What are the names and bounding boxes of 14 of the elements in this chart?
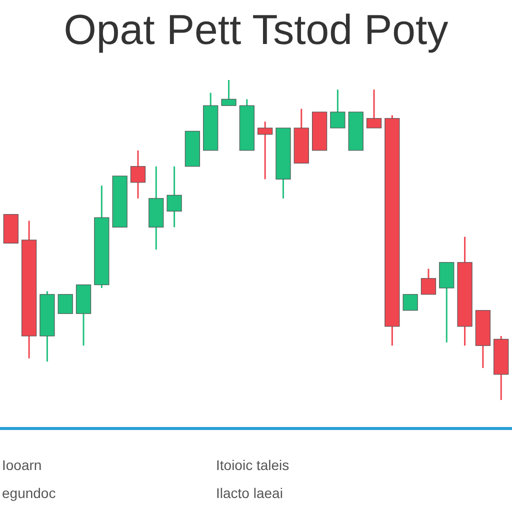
candlestick — [330, 88, 346, 129]
candlestick — [402, 294, 418, 312]
text: Iooarn — [2, 457, 42, 473]
candlestick — [58, 294, 73, 314]
text: egundoc — [2, 485, 56, 501]
candlestick — [166, 166, 182, 228]
candlestick — [366, 88, 382, 129]
text: Ilacto laeai — [216, 485, 283, 501]
candlestick — [258, 120, 273, 180]
text: Itoioic taleis — [216, 457, 290, 473]
candlestick — [130, 150, 146, 200]
candlestick — [221, 79, 236, 106]
chart-title: Opat Pett Tstod Poty — [64, 6, 448, 53]
candlestick — [420, 268, 436, 296]
